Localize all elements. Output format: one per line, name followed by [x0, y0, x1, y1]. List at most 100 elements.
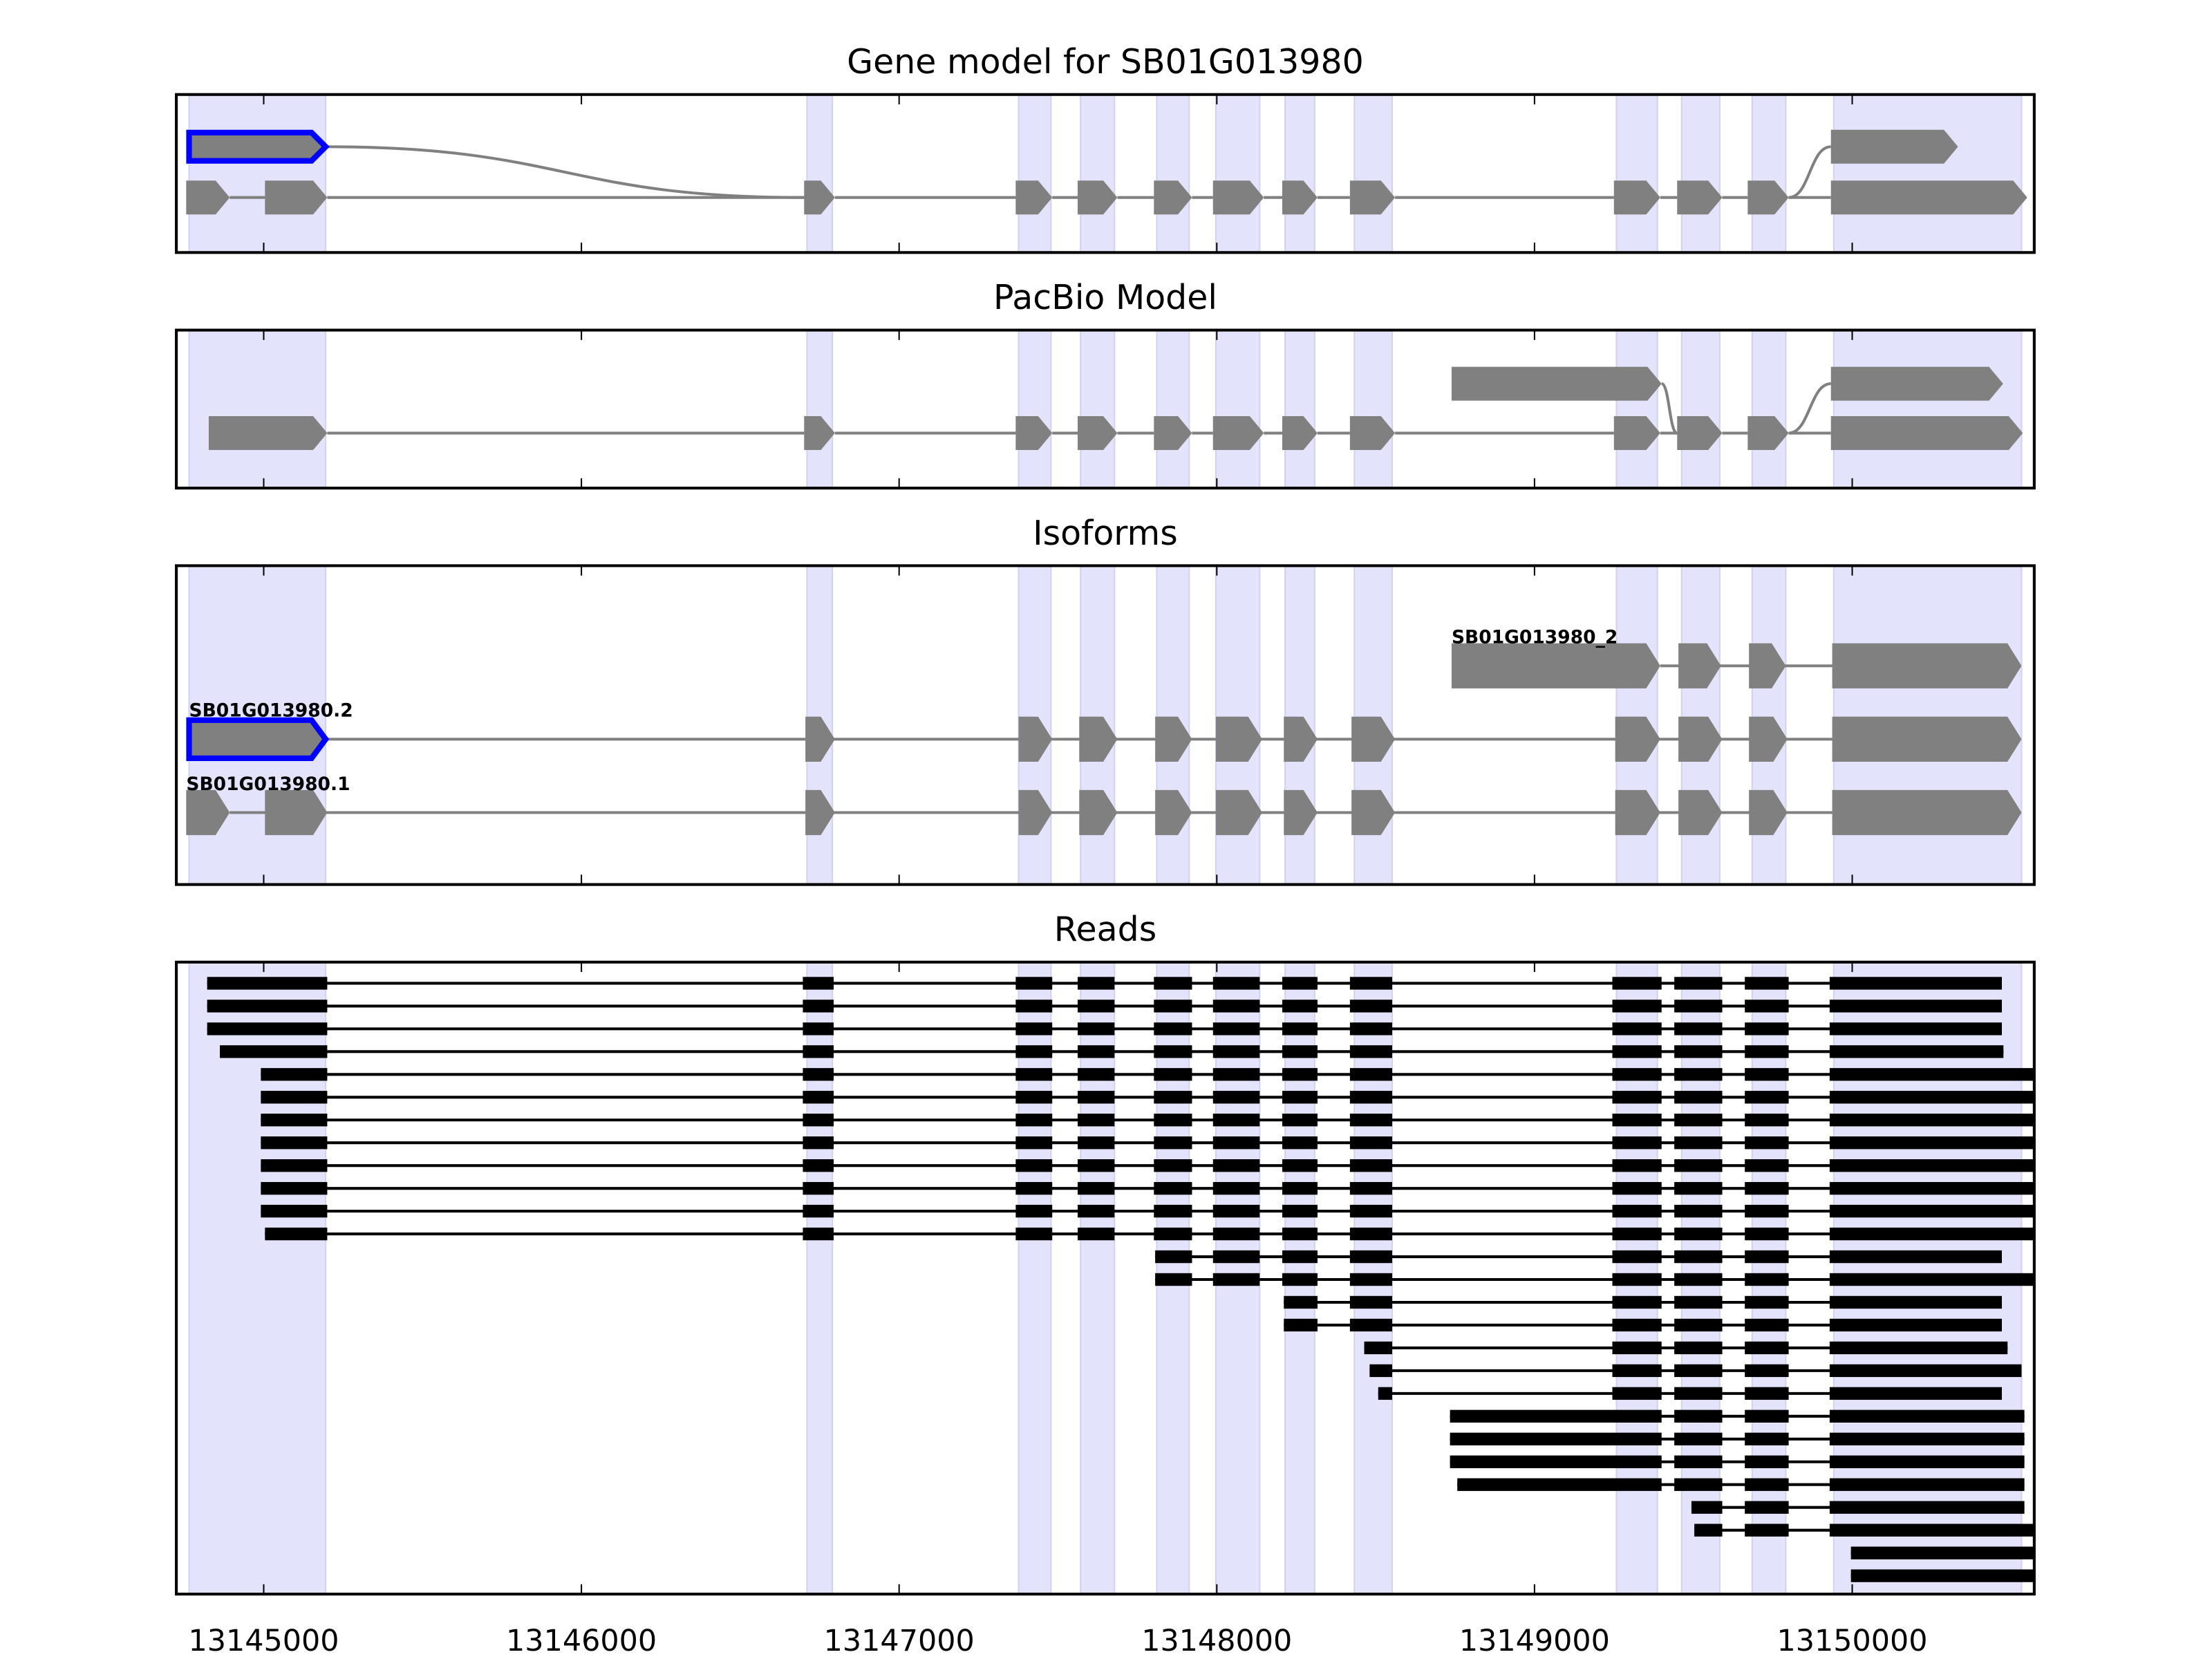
read-block: [1282, 1045, 1318, 1058]
read-block: [1745, 1364, 1789, 1378]
read-block: [1612, 1091, 1662, 1104]
read-block: [1674, 1364, 1723, 1378]
read-block: [1829, 1318, 2002, 1332]
read-block: [1154, 1068, 1192, 1081]
read-block: [1212, 1091, 1260, 1104]
read-block: [1674, 1227, 1723, 1241]
exon: [1015, 416, 1053, 451]
read-block: [1015, 1136, 1053, 1150]
exon: [1677, 180, 1723, 215]
x-tick-label: 13149000: [1459, 1624, 1610, 1658]
exon-band: [1018, 94, 1052, 253]
read-block: [1674, 1478, 1723, 1491]
read-block: [1349, 1318, 1393, 1332]
exon: [1677, 416, 1723, 451]
read-block: [1674, 1318, 1723, 1332]
read-block: [1450, 1432, 1662, 1445]
read: [1450, 1455, 2025, 1468]
read-block: [1212, 1045, 1260, 1058]
read-block: [1077, 1045, 1115, 1058]
read-block: [1015, 1114, 1053, 1127]
read-block: [1612, 1341, 1662, 1355]
panel-plot-area: [188, 330, 2023, 489]
read-block: [1829, 1295, 2002, 1309]
read-block: [1745, 1524, 1789, 1537]
read-block: [1745, 1318, 1789, 1332]
read-block: [1212, 1204, 1260, 1218]
exon: [1215, 716, 1263, 762]
panel-title: Isoforms: [1033, 514, 1178, 553]
read-block: [1282, 1204, 1318, 1218]
read-block: [1674, 1341, 1723, 1355]
read-block: [1349, 1114, 1393, 1127]
read-block: [1154, 1091, 1192, 1104]
exon-band: [1833, 330, 2023, 489]
exon: [1282, 180, 1318, 215]
read-block: [1282, 1273, 1318, 1286]
read-block: [1745, 1409, 1789, 1423]
read-block: [207, 1000, 328, 1013]
exon: [186, 789, 230, 836]
read: [1850, 1546, 2034, 1559]
read-block: [1829, 1455, 2025, 1468]
exon-band: [806, 94, 834, 253]
read-block: [1077, 977, 1115, 990]
exon: [1830, 180, 2027, 215]
exon: [804, 180, 835, 215]
read-block: [1349, 1136, 1393, 1150]
read-block: [1282, 1227, 1318, 1241]
isoform-label: SB01G013980_2: [1452, 627, 1618, 648]
read-block: [1745, 1273, 1789, 1286]
splice-edge: [326, 145, 805, 199]
read-block: [1674, 1250, 1723, 1264]
exon: [1154, 416, 1192, 451]
read-block: [1612, 1136, 1662, 1150]
read-block: [1745, 1159, 1789, 1172]
read-block: [1829, 1250, 2002, 1264]
read: [1155, 1250, 2002, 1264]
read-block: [1349, 1295, 1393, 1309]
read-block: [1349, 1204, 1393, 1218]
read: [1450, 1409, 2025, 1423]
exon: [1832, 789, 2022, 836]
read-block: [1077, 1114, 1115, 1127]
x-tick-label: 13148000: [1141, 1624, 1292, 1658]
exon: [1678, 716, 1723, 762]
read-block: [1450, 1455, 1662, 1468]
read-block: [1154, 977, 1192, 990]
read-block: [1691, 1501, 1723, 1514]
x-tick-label: 13146000: [506, 1624, 657, 1658]
exon-band: [188, 962, 327, 1595]
read-block: [1674, 1432, 1723, 1445]
read-block: [261, 1159, 328, 1172]
exon: [1284, 716, 1318, 762]
panel-title: Gene model for SB01G013980: [847, 42, 1364, 82]
exon-band: [1680, 94, 1721, 253]
panel-frame: [175, 93, 2036, 254]
read-block: [1212, 1114, 1260, 1127]
read-block: [1674, 1204, 1723, 1218]
read-block: [1212, 1227, 1260, 1241]
read-block: [1212, 1068, 1260, 1081]
exon: [1349, 416, 1396, 451]
read-block: [1674, 977, 1723, 990]
read-block: [1745, 1455, 1789, 1468]
read-block: [1674, 1273, 1723, 1286]
read-block: [1829, 977, 2002, 990]
read-block: [803, 1022, 834, 1035]
exon: [1615, 716, 1660, 762]
exon-band: [1353, 94, 1394, 253]
read-block: [1829, 1273, 2034, 1286]
read-block: [1349, 1250, 1393, 1264]
read-block: [1015, 1227, 1053, 1241]
exon-band: [806, 330, 834, 489]
read-block: [1349, 1068, 1393, 1081]
read-block: [1349, 1273, 1393, 1286]
exon-band: [1080, 330, 1116, 489]
panel-pacbio-model: PacBio Model: [175, 278, 2036, 490]
exon: [208, 416, 328, 451]
read: [1378, 1387, 2002, 1400]
panel-gene-model-for-sb01g013980: Gene model for SB01G013980: [175, 42, 2036, 254]
exon-band: [806, 962, 834, 1595]
